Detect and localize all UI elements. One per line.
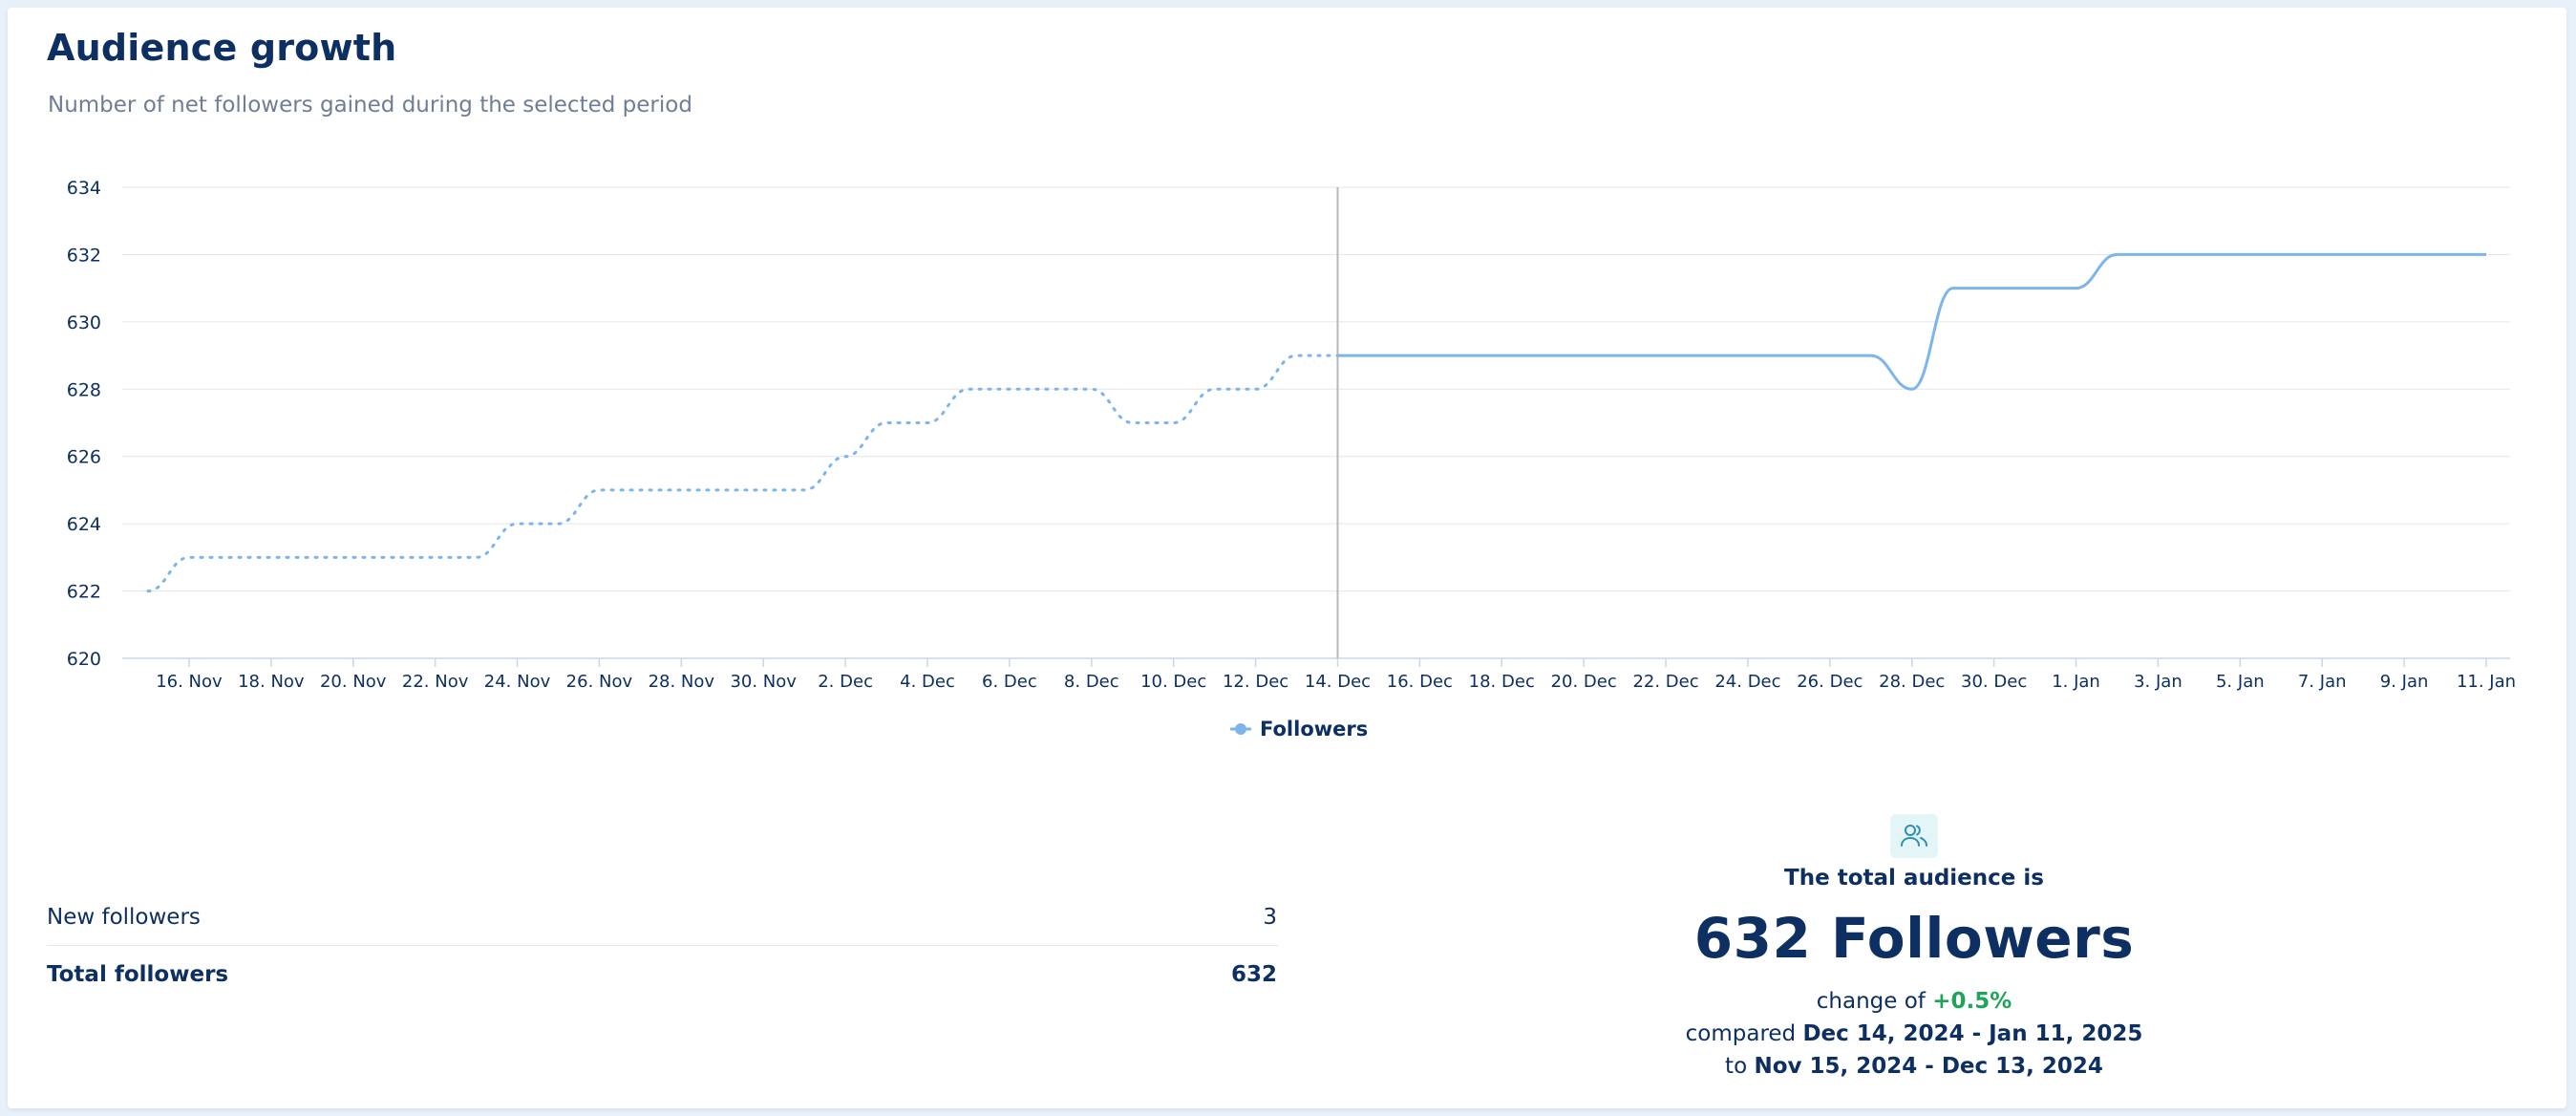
new-followers-row: New followers 3 [47,889,1278,946]
y-tick-label: 624 [67,514,101,535]
x-tick-label: 7. Jan [2298,672,2347,692]
x-tick-label: 2. Dec [818,672,873,692]
new-followers-value: 3 [1263,904,1277,930]
x-tick-label: 16. Dec [1387,672,1453,692]
x-tick-label: 26. Dec [1797,672,1863,692]
x-tick-label: 20. Dec [1551,672,1617,692]
x-tick-label: 24. Dec [1714,672,1780,692]
x-tick-label: 30. Dec [1961,672,2027,692]
series-layer [146,252,2486,593]
x-tick-label: 22. Dec [1632,672,1698,692]
summary-change-line: change of +0.5% [1528,988,2300,1015]
current-range: Dec 14, 2024 - Jan 11, 2025 [1802,1021,2143,1046]
y-tick-label: 626 [67,447,101,468]
x-tick-label: 11. Jan [2457,672,2516,692]
summary-compared-line: compared Dec 14, 2024 - Jan 11, 2025 [1528,1020,2300,1047]
summary-total-followers: 632 Followers [1693,906,2135,971]
x-axis-ticks: 16. Nov 18. Nov 20. Nov 22. Nov 24. Nov 26. N… [156,658,2516,692]
y-tick-label: 620 [67,649,101,670]
followers-current-period-line [1337,252,2486,391]
y-tick-label: 634 [67,178,101,199]
total-followers-label: Total followers [47,961,229,987]
chart-gridlines [122,186,2510,592]
legend-label-followers: Followers [1260,718,1368,740]
x-tick-label: 9. Jan [2380,672,2429,692]
x-tick-label: 6. Dec [982,672,1037,692]
x-tick-label: 28. Nov [649,672,715,692]
new-followers-label: New followers [47,904,201,930]
x-tick-label: 16. Nov [156,672,223,692]
x-tick-label: 3. Jan [2134,672,2182,692]
stats-table: New followers 3 Total followers 632 [47,889,1278,1002]
y-tick-label: 632 [67,245,101,266]
y-tick-label: 622 [67,582,101,603]
x-tick-label: 30. Nov [730,672,797,692]
page-title: Audience growth [47,27,397,69]
to-prefix: to [1725,1054,1748,1079]
x-tick-label: 5. Jan [2216,672,2265,692]
x-tick-label: 4. Dec [900,672,955,692]
x-tick-label: 26. Nov [566,672,633,692]
total-followers-value: 632 [1230,961,1277,987]
x-tick-label: 12. Dec [1223,672,1288,692]
x-tick-label: 14. Dec [1305,672,1371,692]
x-tick-label: 10. Dec [1140,672,1206,692]
x-tick-label: 22. Nov [402,672,469,692]
x-tick-label: 18. Nov [238,672,305,692]
summary-previous-line: to Nov 15, 2024 - Dec 13, 2024 [1528,1053,2300,1080]
compared-prefix: compared [1685,1021,1797,1046]
chart-legend[interactable]: Followers [1230,718,1368,740]
x-tick-label: 8. Dec [1064,672,1119,692]
x-tick-label: 24. Nov [484,672,551,692]
previous-range: Nov 15, 2024 - Dec 13, 2024 [1754,1054,2103,1079]
y-tick-label: 628 [67,379,101,400]
x-tick-label: 20. Nov [320,672,387,692]
change-value: +0.5% [1932,989,2012,1014]
audience-growth-card [8,8,2566,1108]
followers-line-chart: 620 622 624 626 628 630 632 634 16. Nov 18. Nov 2… [67,178,2516,740]
x-tick-label: 28. Dec [1879,672,1945,692]
total-followers-row: Total followers 632 [47,946,1278,1002]
change-prefix: change of [1816,989,1926,1014]
users-icon [1890,814,1938,858]
audience-summary: The total audience is 632 Followers chan… [1528,814,2300,1080]
x-tick-label: 1. Jan [2052,672,2100,692]
legend-point-marker [1235,723,1246,735]
followers-previous-period-line [146,354,1339,593]
x-tick-label: 18. Dec [1469,672,1535,692]
summary-heading: The total audience is [1784,866,2044,891]
y-tick-label: 630 [67,312,101,333]
page-subtitle: Number of net followers gained during th… [48,93,692,118]
y-axis-ticks: 620 622 624 626 628 630 632 634 [67,178,101,670]
